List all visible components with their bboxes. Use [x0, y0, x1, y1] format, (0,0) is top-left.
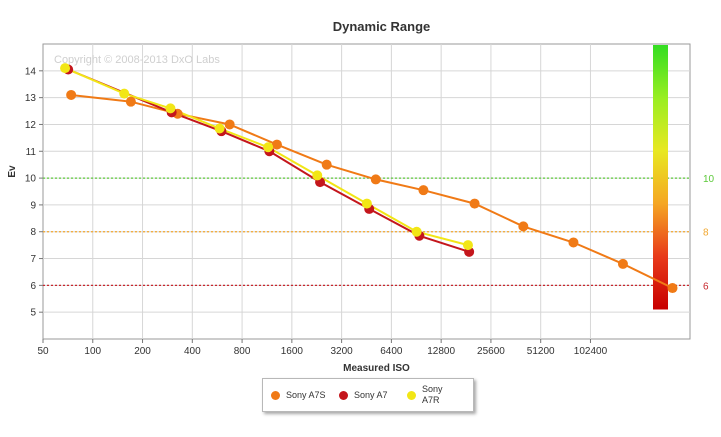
y-tick-label: 8 [30, 227, 36, 238]
data-point [321, 159, 332, 170]
reference-label-10: 10 [703, 174, 715, 185]
legend-label: Sony A7R [422, 384, 443, 405]
data-point [462, 240, 473, 251]
legend-item: Sony A7S [271, 379, 326, 411]
legend-label: Sony A7S [286, 389, 326, 400]
data-point [165, 103, 176, 114]
data-point [418, 185, 429, 196]
x-axis-label: Measured ISO [343, 363, 410, 374]
y-axis-label: Ev [7, 165, 18, 178]
data-point [312, 170, 323, 181]
legend-marker [339, 390, 348, 400]
x-tick-label: 1600 [281, 346, 304, 357]
x-tick-label: 6400 [380, 346, 403, 357]
data-point [125, 96, 136, 107]
data-point [224, 119, 235, 130]
x-tick-label: 100 [84, 346, 101, 357]
x-tick-label: 3200 [330, 346, 353, 357]
x-tick-label: 12800 [427, 346, 455, 357]
x-tick-label: 102400 [574, 346, 608, 357]
x-tick-label: 200 [134, 346, 151, 357]
data-point [361, 198, 372, 209]
plot-area [42, 43, 691, 340]
reference-label-6: 6 [703, 281, 709, 292]
color-scale-bar [653, 45, 668, 310]
y-tick-label: 5 [30, 308, 36, 319]
data-point [271, 139, 282, 150]
data-point [370, 174, 381, 185]
y-tick-label: 11 [26, 147, 37, 158]
y-tick-label: 10 [25, 174, 37, 185]
data-point [66, 89, 77, 100]
copyright-watermark: Copyright © 2008-2013 DxO Labs [54, 54, 220, 66]
chart-legend: Sony A7S Sony A7 Sony A7R [262, 378, 474, 412]
legend-item: Sony A7 [339, 379, 388, 411]
y-tick-label: 6 [30, 281, 36, 292]
x-tick-label: 400 [184, 346, 201, 357]
legend-item: Sony A7R [407, 379, 443, 411]
data-point [60, 63, 71, 74]
chart-title: Dynamic Range [333, 19, 431, 34]
y-tick-label: 13 [25, 93, 37, 104]
data-point [119, 88, 130, 99]
data-point [469, 198, 480, 209]
legend-marker [407, 390, 416, 400]
legend-label: Sony A7 [354, 389, 388, 400]
x-tick-label: 25600 [477, 346, 505, 357]
y-tick-label: 9 [30, 200, 36, 211]
data-point [411, 226, 422, 237]
data-point [617, 258, 628, 269]
data-point [518, 221, 529, 232]
x-tick-label: 50 [37, 346, 49, 357]
data-point [263, 142, 274, 153]
x-tick-label: 51200 [527, 346, 555, 357]
y-tick-label: 7 [30, 254, 36, 265]
y-tick-label: 12 [25, 120, 37, 131]
data-point [667, 283, 678, 294]
data-point [214, 123, 225, 134]
y-tick-label: 14 [25, 66, 37, 77]
legend-marker [271, 390, 280, 400]
x-tick-label: 800 [234, 346, 251, 357]
reference-label-8: 8 [703, 228, 709, 239]
data-point [568, 237, 579, 248]
